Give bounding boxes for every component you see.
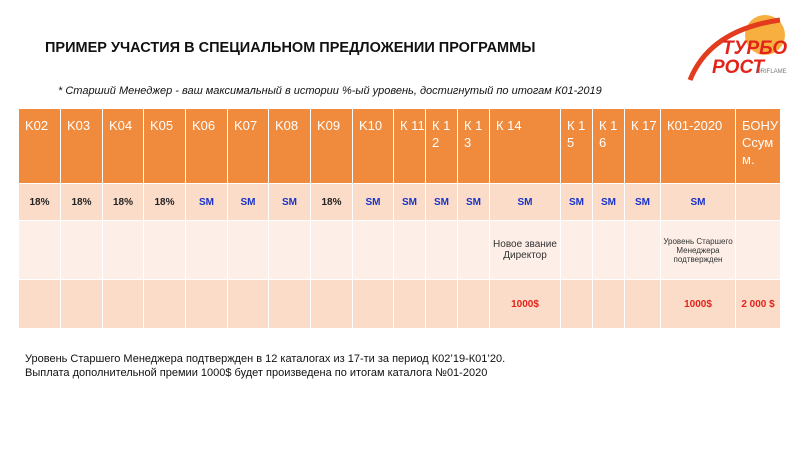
table-cell — [624, 220, 661, 280]
table-cell — [457, 279, 490, 329]
table-cell — [143, 220, 186, 280]
table-cell — [624, 279, 661, 329]
table-cell: SM — [268, 183, 311, 221]
table-cell: SM — [660, 183, 736, 221]
table-cell — [102, 220, 144, 280]
table-cell — [310, 279, 353, 329]
table-cell: Уровень Старшего Менеджера подтвержден — [660, 220, 736, 280]
header-cell: К 11 — [393, 108, 426, 184]
table-cell: 18% — [60, 183, 103, 221]
header-cell: K09 — [310, 108, 353, 184]
table-cell: 18% — [102, 183, 144, 221]
header-cell: К 14 — [489, 108, 561, 184]
table-cell — [560, 220, 593, 280]
table-cell — [592, 220, 625, 280]
table-cell: SM — [489, 183, 561, 221]
table-cell: 1000$ — [660, 279, 736, 329]
table-cell: SM — [592, 183, 625, 221]
header-cell: БОНУСсумм. — [735, 108, 781, 184]
table-cell — [560, 279, 593, 329]
table-cell — [268, 279, 311, 329]
note: * Старший Менеджер - ваш максимальный в … — [58, 85, 602, 97]
table-cell — [102, 279, 144, 329]
logo-line2: РОСТ — [712, 57, 765, 78]
table-cell — [735, 220, 781, 280]
table-cell: SM — [227, 183, 269, 221]
header-row: K02 K03 K04 K05 K06 K07 K08 K09 K10 К 11 К 12 К 13 К… — [18, 108, 781, 184]
table-cell — [143, 279, 186, 329]
table-row: 1000$ 1000$ 2 000 $ — [18, 279, 781, 329]
table-cell — [735, 183, 781, 221]
table-cell — [393, 220, 426, 280]
table-cell: 18% — [18, 183, 61, 221]
table-cell: SM — [185, 183, 228, 221]
table-cell — [425, 279, 458, 329]
table-cell — [185, 279, 228, 329]
table-cell — [60, 279, 103, 329]
table-cell: 1000$ — [489, 279, 561, 329]
table-row: Новое звание Директор Уровень Старшего Ме… — [18, 220, 781, 280]
table-cell — [185, 220, 228, 280]
table-cell: 18% — [143, 183, 186, 221]
header-cell: К 16 — [592, 108, 625, 184]
table-cell — [352, 279, 394, 329]
footer: Уровень Старшего Менеджера подтвержден в… — [25, 352, 505, 380]
table-cell — [592, 279, 625, 329]
table-cell: SM — [425, 183, 458, 221]
header-cell: K02 — [18, 108, 61, 184]
table-cell: SM — [560, 183, 593, 221]
table-cell — [18, 279, 61, 329]
table-cell — [227, 220, 269, 280]
table-cell: SM — [624, 183, 661, 221]
header-cell: K05 — [143, 108, 186, 184]
header-cell: К 13 — [457, 108, 490, 184]
table-cell — [310, 220, 353, 280]
header-cell: К 12 — [425, 108, 458, 184]
logo-brand: ORIFLAME — [756, 69, 787, 75]
footer-line: Выплата дополнительной премии 1000$ буде… — [25, 367, 488, 379]
slide-title: ПРИМЕР УЧАСТИЯ В СПЕЦИАЛЬНОМ ПРЕДЛОЖЕНИИ… — [45, 40, 536, 56]
header-cell: K07 — [227, 108, 269, 184]
table-row: 18% 18% 18% 18% SM SM SM 18% SM SM SM SM SM SM SM SM SM — [18, 183, 781, 221]
header-cell: K03 — [60, 108, 103, 184]
table-cell: SM — [393, 183, 426, 221]
header-cell: K08 — [268, 108, 311, 184]
header-cell: K06 — [185, 108, 228, 184]
table-cell — [60, 220, 103, 280]
logo-line1: ТУРБО — [722, 38, 787, 59]
table-cell: Новое звание Директор — [489, 220, 561, 280]
table-cell — [268, 220, 311, 280]
table-cell — [393, 279, 426, 329]
table-cell — [425, 220, 458, 280]
footer-line: Уровень Старшего Менеджера подтвержден в… — [25, 353, 506, 365]
header-cell: К 17 — [624, 108, 661, 184]
header-cell: K10 — [352, 108, 394, 184]
table-cell: 2 000 $ — [735, 279, 781, 329]
header-cell: К01-2020 — [660, 108, 736, 184]
header-cell: K04 — [102, 108, 144, 184]
table: K02 K03 K04 K05 K06 K07 K08 K09 K10 К 11 К 12 К 13 К… — [18, 108, 781, 329]
table-cell — [352, 220, 394, 280]
table-cell: SM — [457, 183, 490, 221]
header-cell: К 15 — [560, 108, 593, 184]
table-cell — [227, 279, 269, 329]
table-cell — [457, 220, 490, 280]
logo: ТУРБО РОСТ ORIFLAME — [687, 15, 787, 81]
table-cell: 18% — [310, 183, 353, 221]
table-cell: SM — [352, 183, 394, 221]
table-cell — [18, 220, 61, 280]
